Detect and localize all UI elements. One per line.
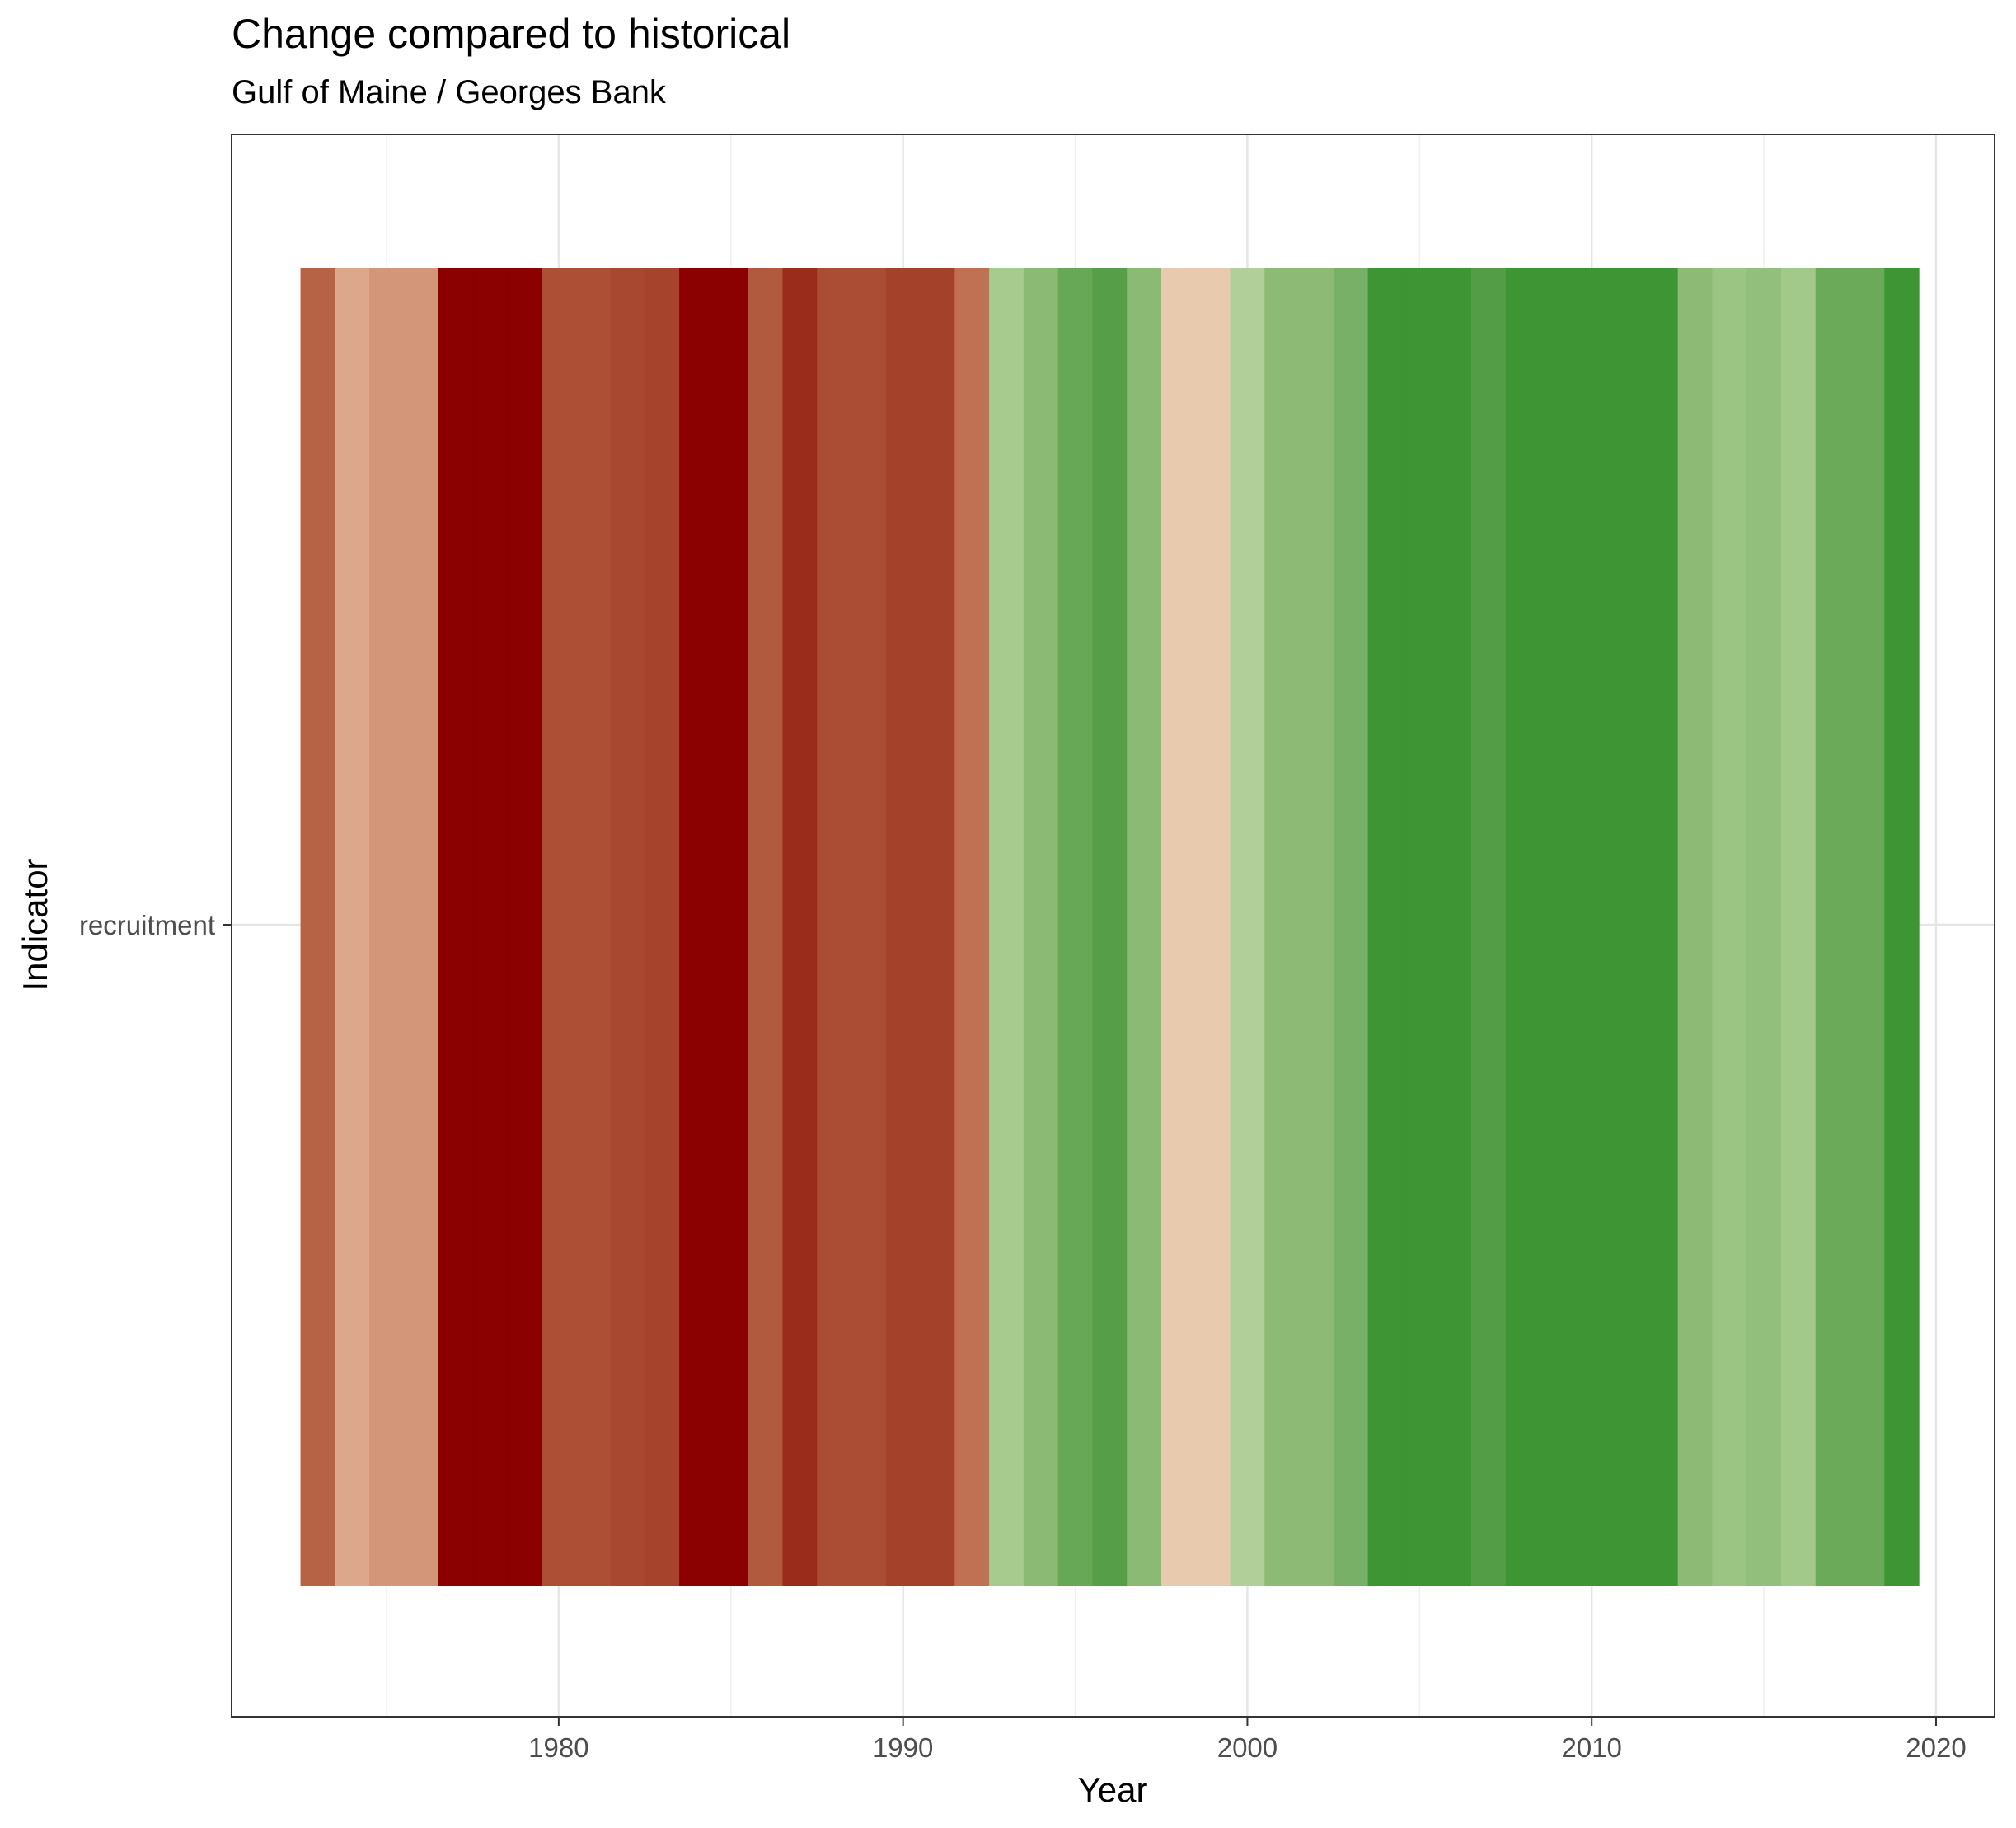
chart-title: Change compared to historical	[232, 11, 791, 57]
heatmap-cell	[851, 268, 887, 1586]
heatmap-cell	[1884, 268, 1920, 1586]
heatmap-cell	[1437, 268, 1472, 1586]
x-tick-label: 1990	[873, 1732, 933, 1763]
heatmap-cell	[1643, 268, 1679, 1586]
heatmap-cell	[920, 268, 955, 1586]
heatmap-cell	[610, 268, 645, 1586]
heatmap-cell	[1092, 268, 1128, 1586]
heatmap-cell	[1746, 268, 1782, 1586]
heatmap-cell	[645, 268, 680, 1586]
heatmap-cell	[541, 268, 577, 1586]
heatmap-cell	[403, 268, 439, 1586]
heatmap-cell	[300, 268, 335, 1586]
y-axis: recruitment	[79, 910, 232, 940]
x-tick-label: 2020	[1906, 1732, 1966, 1763]
heatmap-cell	[1780, 268, 1817, 1586]
heatmap-cell	[1470, 268, 1507, 1586]
x-axis: 1980 1990 2000 2010 2020	[528, 1717, 1967, 1763]
heatmap-cell	[369, 268, 405, 1586]
heatmap-cell	[1299, 268, 1334, 1586]
y-tick-label: recruitment	[79, 910, 215, 940]
x-tick-label: 1980	[528, 1732, 588, 1763]
heatmap-cell	[1609, 268, 1644, 1586]
x-axis-title: Year	[1078, 1770, 1148, 1809]
x-tick-label: 2000	[1217, 1732, 1278, 1763]
heatmap-cell	[989, 268, 1024, 1586]
heatmap-cell	[679, 268, 715, 1586]
x-tick-label: 2010	[1561, 1732, 1621, 1763]
heatmap-cell	[438, 268, 474, 1586]
heatmap-cell	[1264, 268, 1300, 1586]
heatmap-cell	[1677, 268, 1714, 1586]
heatmap-cell	[817, 268, 852, 1586]
heatmap-cell	[1367, 268, 1404, 1586]
heatmap-cell	[1850, 268, 1885, 1586]
heatmap-cell	[1057, 268, 1094, 1586]
heatmap-cell	[1127, 268, 1162, 1586]
heatmap-cells	[300, 268, 1920, 1586]
heatmap-cell	[1540, 268, 1575, 1586]
heatmap-cell	[1402, 268, 1437, 1586]
heatmap-cell	[472, 268, 508, 1586]
heatmap-cell	[954, 268, 990, 1586]
heatmap-cell	[748, 268, 784, 1586]
heatmap-cell	[1712, 268, 1747, 1586]
heatmap-cell	[1333, 268, 1369, 1586]
heatmap-cell	[782, 268, 818, 1586]
heatmap-cell	[1574, 268, 1610, 1586]
heatmap-cell	[575, 268, 612, 1586]
heatmap-cell	[1505, 268, 1541, 1586]
heatmap-cell	[507, 268, 542, 1586]
heatmap-cell	[1195, 268, 1231, 1586]
heatmap-cell	[1160, 268, 1197, 1586]
heatmap-cell	[1023, 268, 1059, 1586]
heatmap-cell	[885, 268, 921, 1586]
chart-subtitle: Gulf of Maine / Georges Bank	[232, 74, 666, 110]
heatmap-cell	[1230, 268, 1265, 1586]
y-axis-title: Indicator	[16, 858, 54, 991]
heatmap-cell	[335, 268, 370, 1586]
heatmap-cell	[713, 268, 749, 1586]
heatmap-cell	[1815, 268, 1851, 1586]
